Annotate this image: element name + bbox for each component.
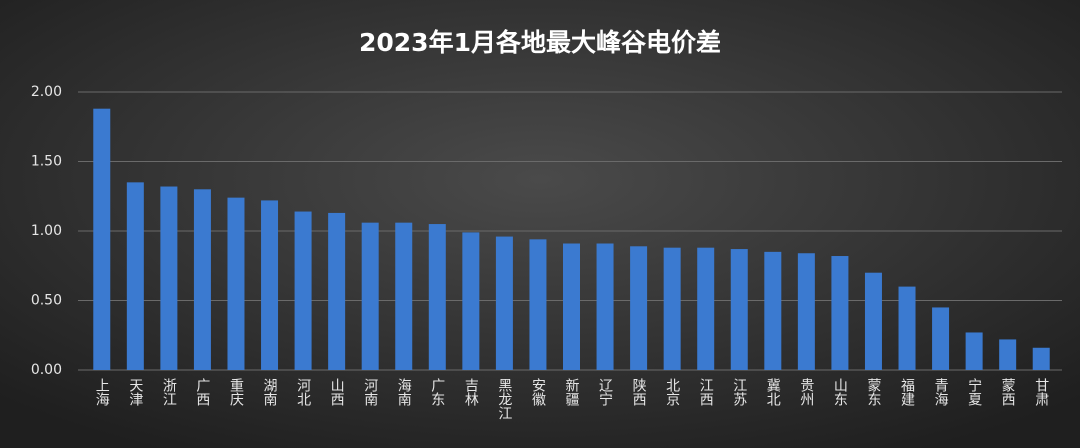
bar — [294, 211, 312, 370]
x-tick-label: 宁夏 — [966, 377, 982, 406]
x-tick-label: 北京 — [664, 378, 680, 406]
bar — [328, 212, 346, 370]
x-tick-label: 河北 — [295, 378, 311, 407]
bar — [831, 256, 849, 370]
bar — [630, 246, 648, 370]
bar — [797, 253, 815, 370]
bar — [730, 249, 748, 370]
x-tick-label: 湖南 — [262, 378, 278, 406]
bar — [663, 247, 681, 370]
x-tick-label: 江苏 — [731, 378, 747, 407]
bar — [965, 332, 983, 370]
bar — [864, 272, 882, 370]
bar — [596, 243, 614, 370]
bar — [361, 222, 379, 370]
x-tick-label: 冀北 — [765, 378, 781, 407]
bar — [160, 186, 178, 370]
bar — [126, 182, 144, 370]
bar — [1032, 347, 1050, 370]
bar — [495, 236, 513, 370]
y-tick-label: 0.00 — [31, 362, 62, 378]
bar — [563, 243, 580, 370]
chart-title: 2023年1月各地最大峰谷电价差 — [359, 28, 721, 57]
x-tick-label: 山东 — [832, 378, 848, 406]
bar — [395, 222, 413, 370]
x-tick-label: 贵州 — [798, 378, 814, 406]
x-tick-label: 蒙西 — [1000, 378, 1016, 406]
bar — [999, 339, 1017, 370]
x-tick-label: 江西 — [698, 378, 714, 406]
bar — [261, 200, 279, 370]
x-tick-label: 重庆 — [228, 378, 244, 406]
x-tick-label: 辽宁 — [597, 378, 613, 406]
x-tick-label: 陕西 — [631, 378, 647, 406]
x-tick-label: 新疆 — [564, 378, 580, 406]
bar — [529, 239, 547, 370]
x-tick-label: 上海 — [94, 378, 110, 406]
x-tick-label: 河南 — [362, 378, 378, 406]
bar — [898, 286, 916, 370]
y-tick-label: 1.50 — [31, 154, 62, 170]
x-tick-label: 浙江 — [161, 378, 177, 406]
bar — [193, 189, 211, 370]
x-tick-label: 蒙东 — [865, 378, 881, 406]
x-tick-label: 山西 — [329, 378, 345, 406]
bar — [462, 232, 480, 370]
x-tick-label: 天津 — [127, 378, 143, 406]
x-tick-label: 广西 — [194, 378, 210, 406]
x-tick-label: 福建 — [899, 378, 915, 407]
x-tick-label: 黑龙江 — [496, 378, 512, 420]
bar — [697, 247, 715, 370]
bar — [932, 307, 950, 370]
bar — [428, 224, 446, 370]
y-tick-label: 1.00 — [31, 223, 62, 239]
x-tick-label: 青海 — [933, 378, 949, 406]
x-tick-label: 吉林 — [463, 378, 479, 406]
x-tick-label: 甘肃 — [1033, 378, 1049, 406]
bar — [764, 251, 782, 370]
x-tick-label: 海南 — [396, 378, 412, 406]
y-tick-label: 0.50 — [31, 293, 62, 309]
x-tick-label: 安徽 — [530, 378, 546, 406]
bar — [227, 197, 245, 370]
y-tick-label: 2.00 — [31, 84, 62, 100]
x-tick-label: 广东 — [429, 378, 445, 406]
bar — [93, 108, 111, 371]
